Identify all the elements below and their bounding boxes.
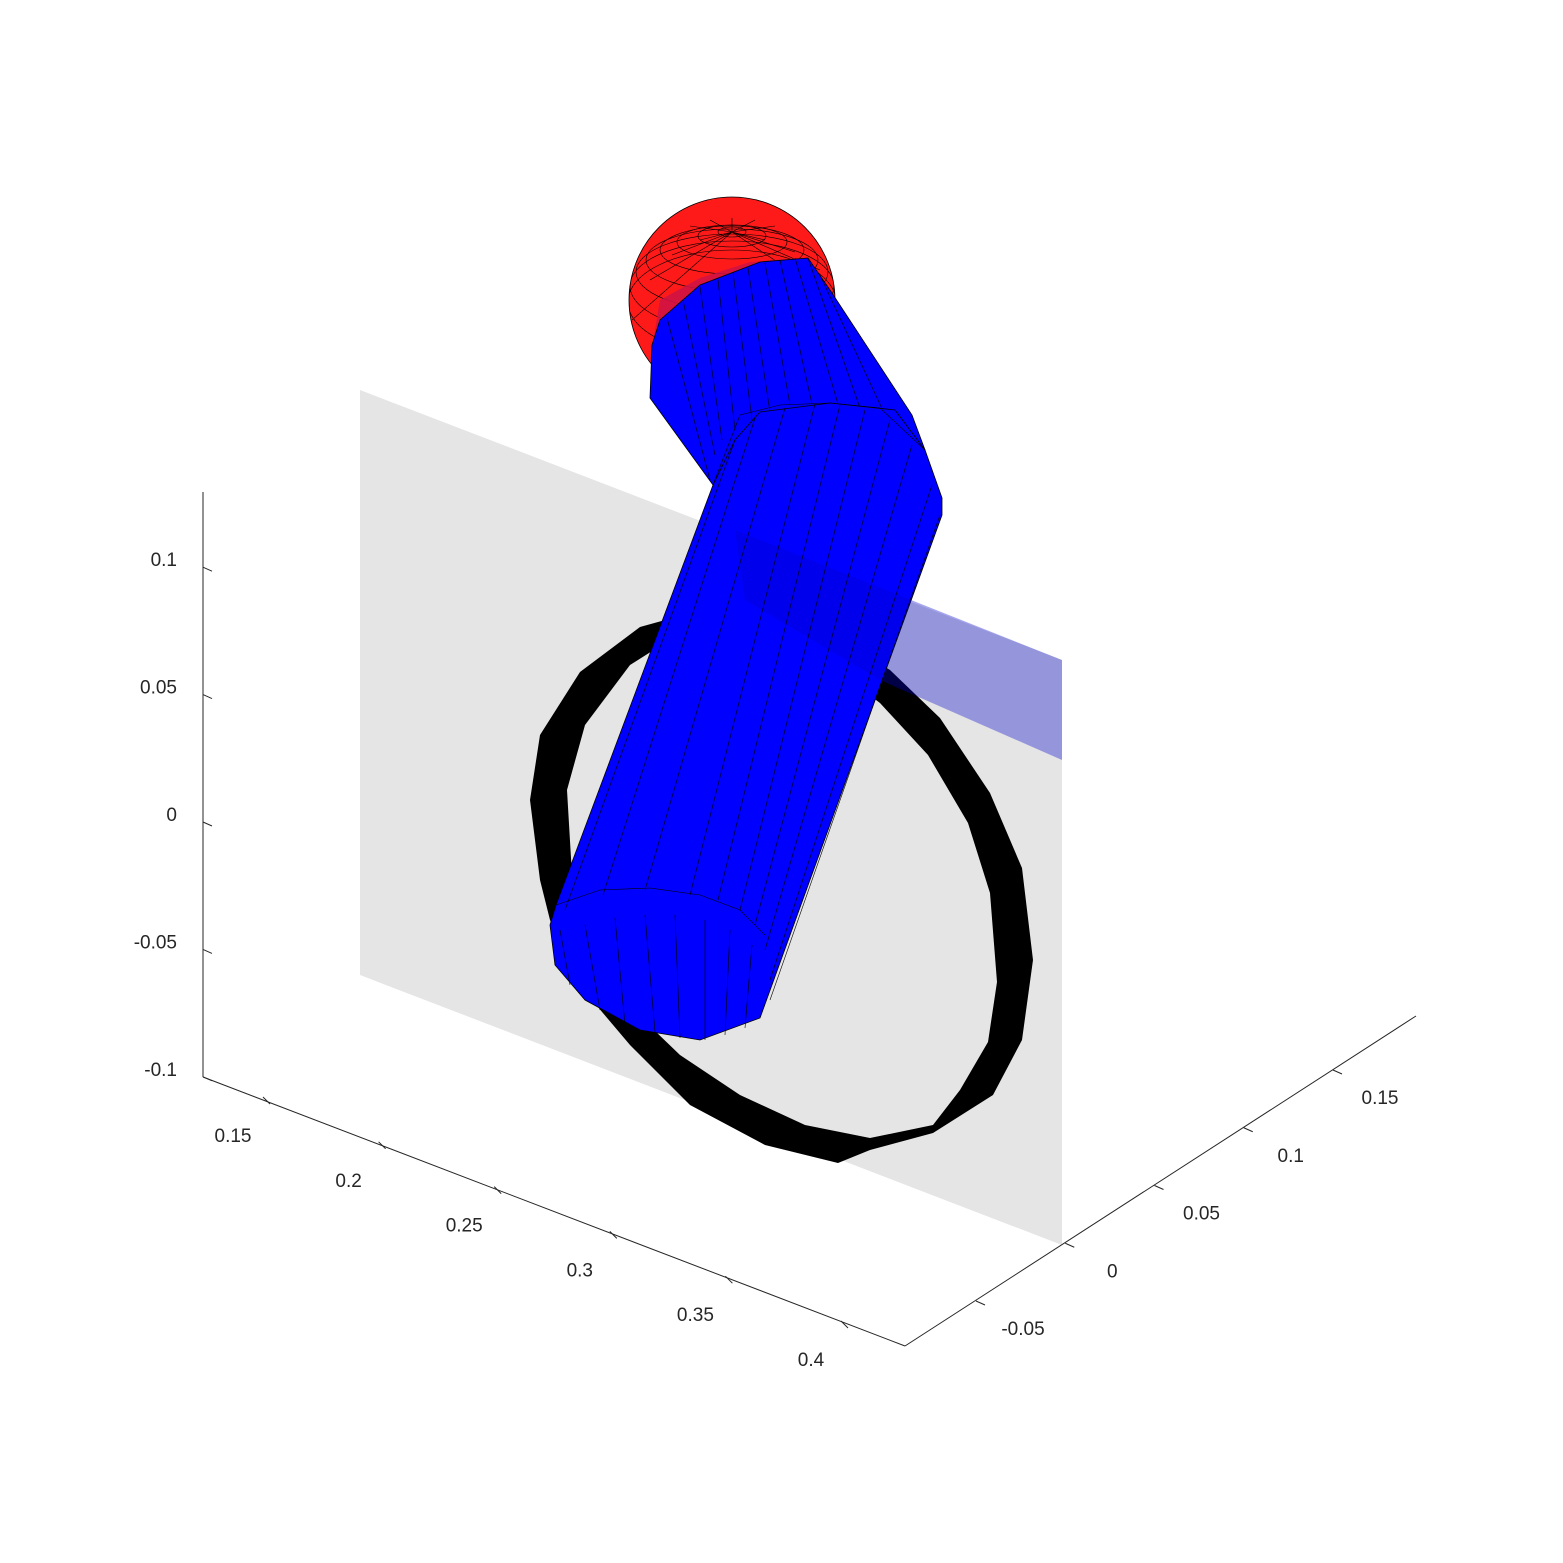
z-tick: -0.05 [134,932,213,954]
y-tick-label: 0.15 [1362,1088,1399,1109]
y-tick: 0.1 [1243,1127,1304,1167]
z-tick-label: -0.1 [144,1060,177,1081]
z-tick-mark [202,821,213,827]
x-tick-mark [262,1096,271,1105]
y-tick-label: 0.1 [1278,1146,1304,1167]
z-tick-label: 0.05 [140,678,177,699]
y-tick-mark [1154,1185,1164,1190]
lower-cylinder-mesh [555,402,941,1040]
y-axis-line [904,1015,1417,1347]
x-tick-label: 0.2 [335,1171,361,1192]
x-axis-ticks: 0.15 0.2 0.25 0.3 0.35 0.4 [215,1096,849,1371]
y-tick-mark [1243,1127,1253,1133]
axes-frame [202,492,1417,1347]
x-tick-label: 0.25 [446,1216,483,1237]
z-tick-mark [202,694,213,700]
x-tick-mark [493,1186,502,1194]
y-tick: 0.15 [1332,1069,1399,1109]
lower-cylinder-body [549,402,943,1041]
x-tick: 0.3 [567,1231,618,1281]
z-tick: 0 [166,805,213,827]
y-tick: -0.05 [975,1300,1045,1340]
y-axis-ticks: -0.05 0 0.05 0.1 0.15 [975,1069,1399,1340]
x-tick-label: 0.3 [567,1260,593,1281]
y-tick-mark [975,1300,986,1306]
z-tick-mark [202,1076,213,1082]
z-axis-ticks: 0.1 0.05 0 -0.05 -0.1 [134,550,213,1082]
x-tick-mark [725,1275,733,1284]
y-tick: 0.05 [1154,1185,1220,1225]
y-tick-label: -0.05 [1001,1319,1044,1340]
y-tick-label: 0 [1107,1261,1118,1282]
x-tick-mark [840,1320,849,1329]
x-tick-mark [609,1231,618,1239]
y-tick-mark [1065,1242,1075,1248]
x-tick-label: 0.4 [798,1350,825,1371]
x-tick: 0.25 [446,1186,502,1237]
z-tick-mark [202,948,213,954]
x-tick: 0.35 [677,1275,733,1326]
lower-cylinder [549,402,1062,1041]
upper-cylinder-mesh [666,257,886,481]
z-tick: 0.05 [140,678,213,700]
x-axis-line [202,1076,906,1347]
x-tick-mark [378,1141,386,1150]
y-tick-mark [1332,1069,1343,1075]
x-tick-label: 0.15 [215,1126,252,1147]
y-tick-label: 0.05 [1183,1204,1220,1225]
x-tick-label: 0.35 [677,1305,714,1326]
x-tick: 0.4 [798,1320,849,1371]
z-tick-mark [202,566,213,572]
z-tick-label: 0 [166,805,177,826]
z-tick-label: 0.1 [151,550,177,571]
y-tick: 0 [1065,1242,1118,1282]
z-tick: 0.1 [151,550,213,572]
lower-cylinder-shade [735,530,1062,760]
x-tick: 0.2 [335,1141,386,1192]
z-tick-label: -0.05 [134,932,177,953]
x-tick: 0.15 [215,1096,271,1147]
z-tick: -0.1 [144,1060,213,1082]
